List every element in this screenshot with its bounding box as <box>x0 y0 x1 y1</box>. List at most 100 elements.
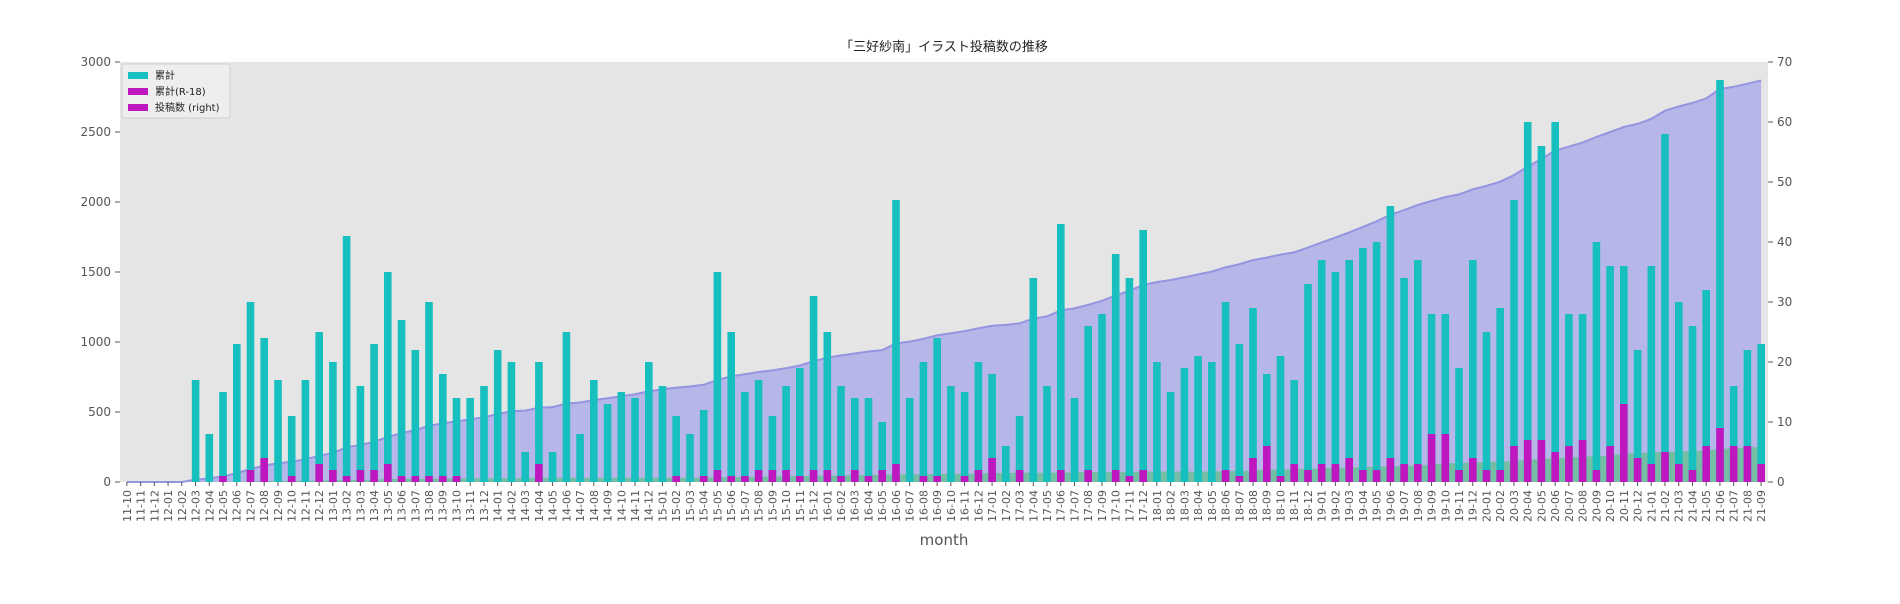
r18-bar <box>425 476 433 482</box>
x-tick-label: 21-05 <box>1700 490 1713 522</box>
posts-bar <box>1688 326 1697 482</box>
x-tick-label: 15-04 <box>698 490 711 522</box>
posts-bar <box>1620 266 1628 482</box>
posts-bar <box>1386 206 1395 482</box>
x-tick-label: 14-12 <box>643 490 656 522</box>
x-tick-label: 16-05 <box>876 490 889 522</box>
r18-bar <box>342 476 351 482</box>
x-tick-label: 17-04 <box>1027 490 1040 522</box>
x-tick-label: 19-12 <box>1467 490 1480 522</box>
x-tick-label: 17-05 <box>1041 490 1054 522</box>
r18-bar <box>796 476 804 482</box>
posts-bar <box>1743 350 1752 482</box>
posts-bar <box>1729 386 1738 482</box>
posts-bar <box>191 380 200 482</box>
x-tick-label: 20-02 <box>1494 490 1507 522</box>
r18-bar <box>1551 452 1559 482</box>
x-tick-label: 16-08 <box>917 490 930 522</box>
posts-bar <box>1510 200 1518 482</box>
posts-bar <box>837 386 845 482</box>
posts-bar <box>480 386 488 482</box>
posts-bar <box>782 386 790 482</box>
posts-bar <box>1427 314 1436 482</box>
x-tick-label: 12-06 <box>231 490 244 522</box>
posts-bar <box>741 392 749 482</box>
r18-bar <box>988 458 996 482</box>
r18-bar <box>452 476 461 482</box>
posts-bar <box>452 398 461 482</box>
r18-bar <box>287 476 296 482</box>
x-tick-label: 11-11 <box>135 490 148 522</box>
r18-bar <box>535 464 543 482</box>
r18-bar <box>1496 470 1504 482</box>
posts-bar <box>342 236 351 482</box>
x-tick-label: 19-10 <box>1439 490 1452 522</box>
posts-bar <box>1482 332 1491 482</box>
x-tick-label: 18-11 <box>1288 490 1301 522</box>
x-tick-label: 21-03 <box>1673 490 1686 522</box>
posts-bar <box>507 362 516 482</box>
posts-bar <box>1455 368 1463 482</box>
x-tick-label: 14-11 <box>629 490 642 522</box>
posts-bar <box>1592 242 1601 482</box>
r18-bar <box>754 470 763 482</box>
x-tick-label: 20-11 <box>1618 490 1631 522</box>
posts-bar <box>1345 260 1353 482</box>
posts-bar <box>974 362 983 482</box>
posts-bar <box>905 398 914 482</box>
posts-bar <box>1290 380 1298 482</box>
r18-bar <box>727 476 735 482</box>
x-tick-label: 12-02 <box>176 490 189 522</box>
posts-bar <box>1249 308 1257 482</box>
posts-bar <box>397 320 406 482</box>
posts-bar <box>1263 374 1271 482</box>
posts-bar <box>754 380 763 482</box>
posts-bar <box>287 416 296 482</box>
y-tick-label: 1000 <box>80 335 111 349</box>
r18-bar <box>809 470 818 482</box>
posts-bar <box>301 380 310 482</box>
x-tick-label: 21-07 <box>1728 490 1741 522</box>
x-tick-label: 19-03 <box>1343 490 1356 522</box>
posts-bar <box>1469 260 1477 482</box>
posts-bar <box>1661 134 1669 482</box>
r18-bar <box>878 470 886 482</box>
posts-bar <box>411 350 420 482</box>
posts-bar <box>521 452 529 482</box>
x-tick-label: 18-12 <box>1302 490 1315 522</box>
posts-bar <box>823 332 832 482</box>
posts-bar <box>1276 356 1285 482</box>
x-tick-label: 13-06 <box>396 490 409 522</box>
posts-bar <box>768 416 777 482</box>
posts-bar <box>205 434 214 482</box>
r18-bar <box>1633 458 1642 482</box>
x-axis-title: month <box>920 531 969 549</box>
x-tick-label: 16-10 <box>945 490 958 522</box>
legend-swatch-posts-right <box>128 104 148 111</box>
posts-bar <box>631 398 639 482</box>
x-tick-label: 19-02 <box>1329 490 1342 522</box>
x-tick-label: 18-02 <box>1165 490 1178 522</box>
x-tick-label: 20-08 <box>1577 490 1590 522</box>
x-tick-label: 15-03 <box>684 490 697 522</box>
posts-bar <box>1537 146 1546 482</box>
posts-bar <box>439 374 447 482</box>
r18-bar <box>1290 464 1298 482</box>
x-tick-label: 13-11 <box>464 490 477 522</box>
legend-label-posts-right: 投稿数 (right) <box>155 101 220 114</box>
posts-bar <box>356 386 365 482</box>
posts-bar <box>1002 446 1010 482</box>
y-tick-label: 0 <box>103 475 111 489</box>
r18-bar <box>1661 452 1669 482</box>
posts-bar <box>576 434 584 482</box>
x-tick-label: 13-07 <box>409 490 422 522</box>
posts-bar <box>1551 122 1559 482</box>
x-tick-label: 16-11 <box>959 490 972 522</box>
x-tick-label: 18-06 <box>1220 490 1233 522</box>
x-tick-label: 12-10 <box>286 490 299 522</box>
r18-bar <box>1386 458 1395 482</box>
y-tick-label: 2000 <box>80 195 111 209</box>
posts-bar <box>851 398 859 482</box>
x-tick-label: 18-04 <box>1192 490 1205 522</box>
y2-tick-label: 70 <box>1777 55 1792 69</box>
